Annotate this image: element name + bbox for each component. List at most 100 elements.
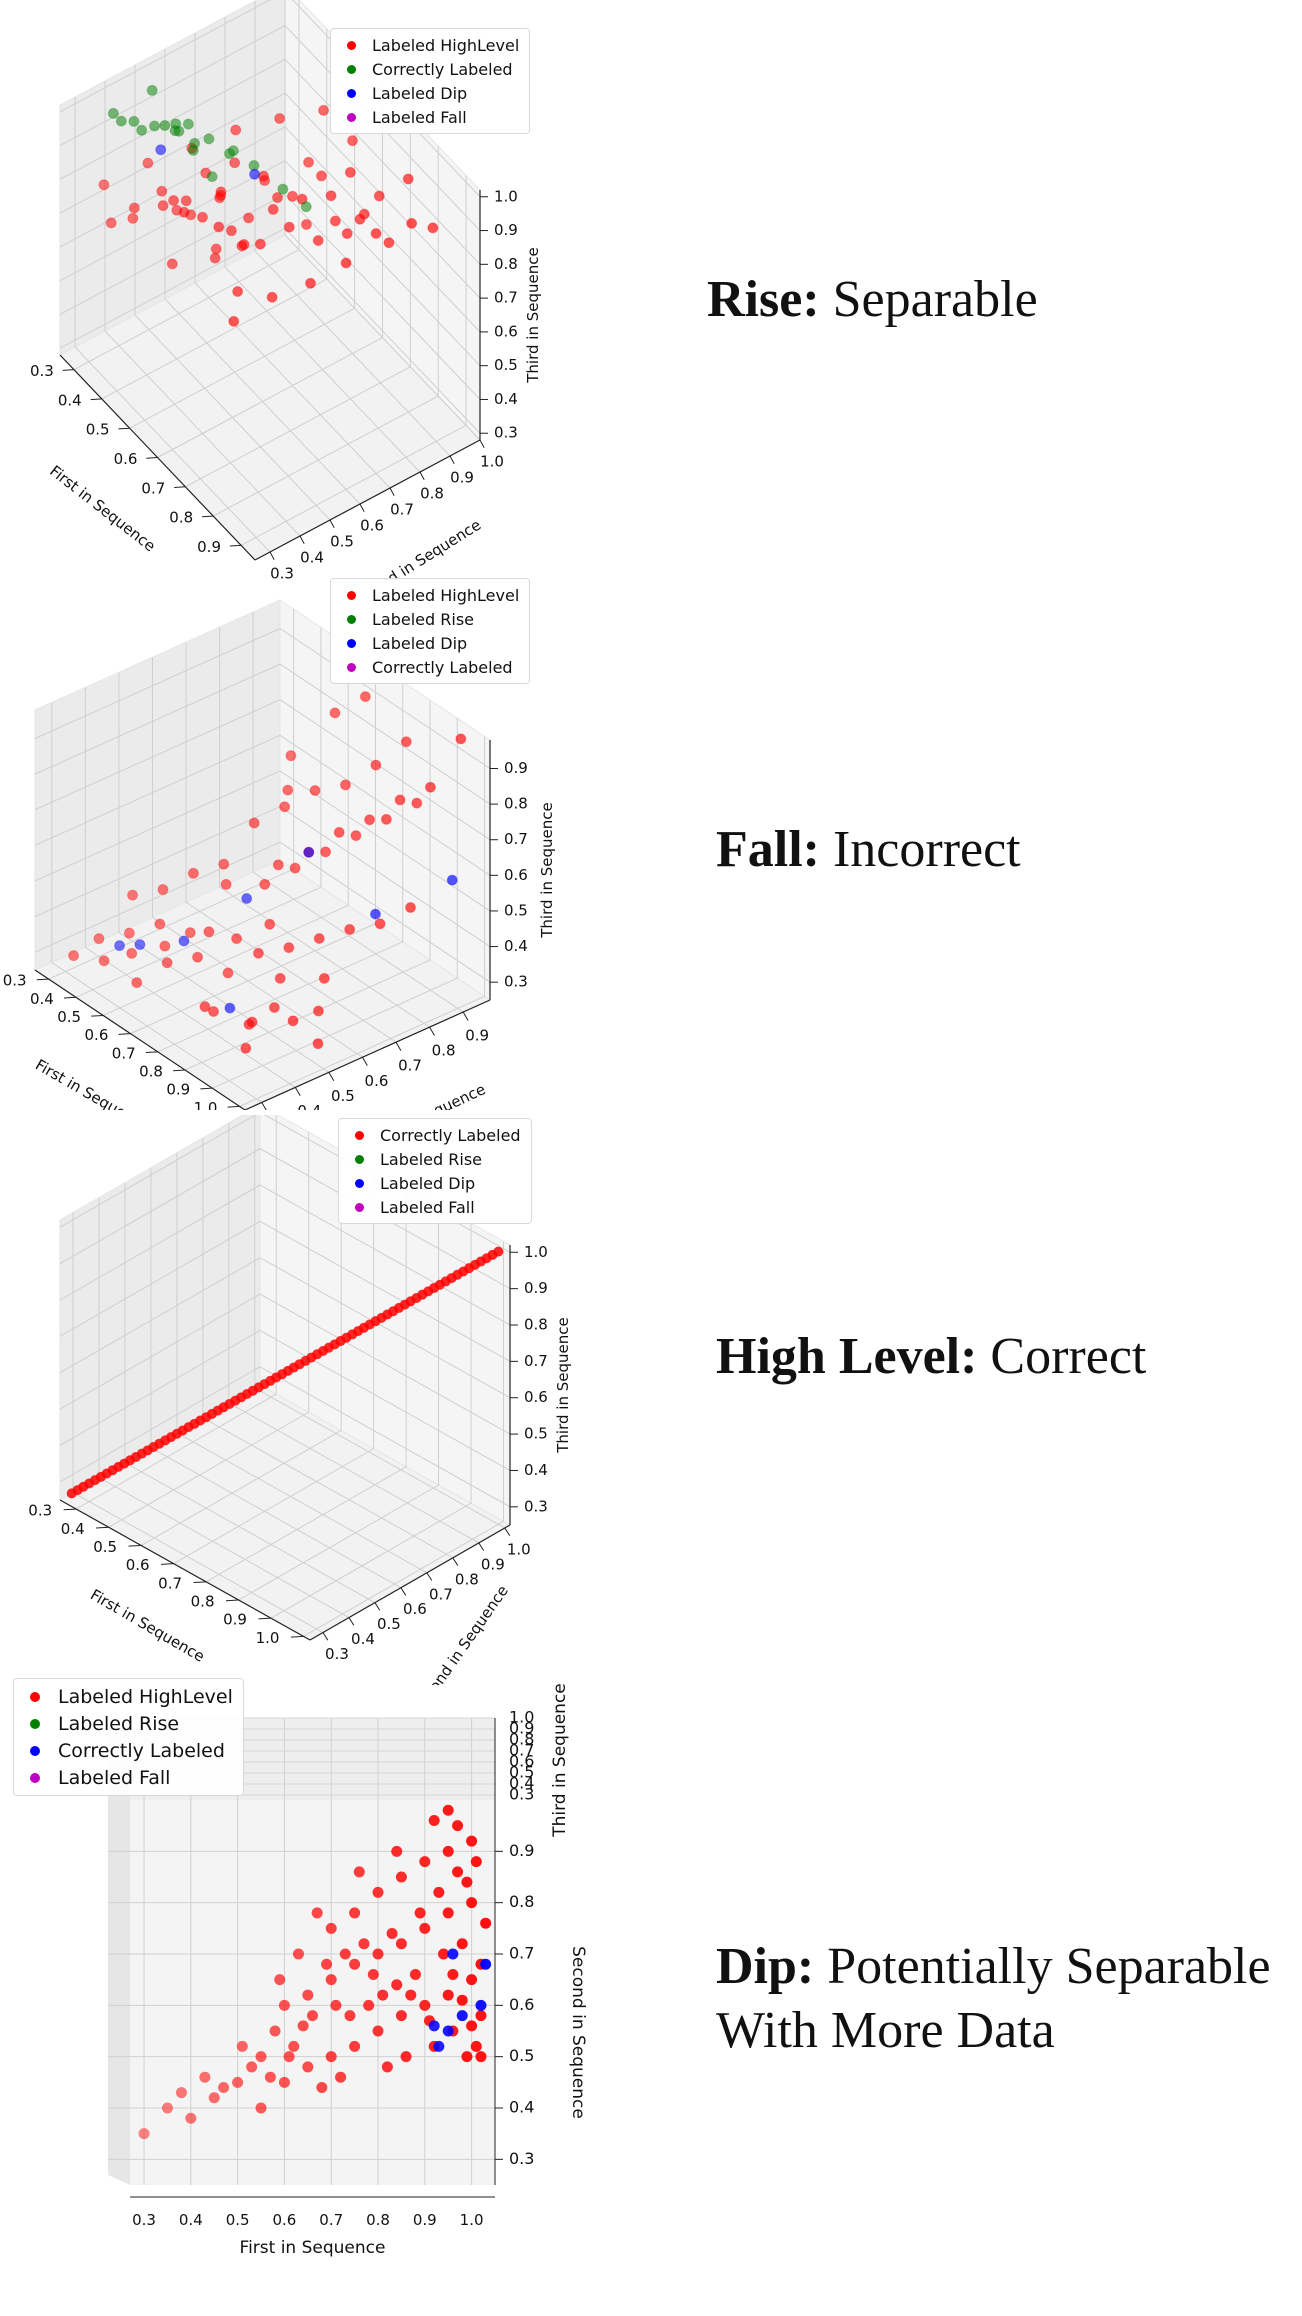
data-point xyxy=(461,1876,473,1888)
y-tick-label: 0.4 xyxy=(351,1630,375,1648)
legend-marker xyxy=(347,40,356,50)
x-tick xyxy=(146,457,158,459)
data-point xyxy=(339,1948,351,1960)
data-point xyxy=(288,2040,300,2052)
legend-item: Labeled Dip xyxy=(339,631,519,655)
y-tick xyxy=(478,1542,485,1551)
data-point xyxy=(395,1938,407,1950)
data-point xyxy=(374,918,386,930)
y-tick-label: 0.7 xyxy=(429,1585,453,1603)
grid-line xyxy=(51,702,263,1103)
legend-item: Correctly Labeled xyxy=(22,1737,233,1764)
data-point xyxy=(318,104,330,116)
data-point xyxy=(344,2010,356,2022)
grid-line xyxy=(219,627,430,1028)
legend-item: Labeled Fall xyxy=(22,1764,233,1791)
z-axis-title: Third in Sequence xyxy=(554,1317,572,1453)
x-tick-label: 0.6 xyxy=(126,1556,150,1574)
data-point xyxy=(278,2076,290,2088)
legend-item: Correctly Labeled xyxy=(339,57,519,81)
x-tick-label: 0.4 xyxy=(61,1520,85,1538)
data-point xyxy=(215,186,227,198)
data-point xyxy=(372,2025,384,2037)
data-point xyxy=(377,1989,389,2001)
data-point xyxy=(470,2040,482,2052)
x-axis-line xyxy=(34,969,246,1110)
grid-line xyxy=(34,734,491,876)
x-tick-label: 0.5 xyxy=(93,1538,117,1556)
legend-marker xyxy=(355,1154,364,1164)
data-point xyxy=(466,1974,478,1986)
data-point xyxy=(344,166,356,178)
legend-label: Labeled Dip xyxy=(372,633,468,653)
grid-line xyxy=(252,612,464,1013)
data-point xyxy=(175,2087,187,2099)
data-point xyxy=(480,1917,492,1929)
x-tick xyxy=(258,1617,272,1620)
back-pane xyxy=(59,0,286,356)
data-point xyxy=(166,258,178,270)
legend-item: Labeled HighLevel xyxy=(339,583,519,607)
y-tick-label: 0.6 xyxy=(365,1072,389,1090)
data-point xyxy=(373,190,385,202)
z-tick-label: 0.9 xyxy=(504,759,528,777)
legend-marker xyxy=(347,88,356,98)
data-point xyxy=(209,252,221,264)
caption-bold: Dip: xyxy=(716,1938,815,1995)
data-point xyxy=(349,1907,361,1919)
y-axis-line xyxy=(254,439,481,561)
x-tick-label: 0.8 xyxy=(191,1593,215,1611)
data-point xyxy=(203,926,215,938)
y-tick-label: 0.5 xyxy=(331,1087,355,1105)
data-point xyxy=(325,1974,337,1986)
x-tick-label: 0.5 xyxy=(226,2211,250,2229)
grid-line xyxy=(118,672,330,1073)
caption-bold: Rise: xyxy=(707,271,820,328)
legend-item: Labeled Rise xyxy=(347,1147,521,1171)
legend-item: Correctly Labeled xyxy=(339,655,519,679)
y-tick-label: 0.4 xyxy=(300,549,324,567)
data-point xyxy=(395,2010,407,2022)
z-tick-label: 0.3 xyxy=(494,424,518,442)
legend-item: Labeled Fall xyxy=(347,1195,521,1219)
x-tick-label: 0.9 xyxy=(413,2211,437,2229)
x-tick xyxy=(174,486,186,488)
data-point xyxy=(269,2025,281,2037)
data-point xyxy=(428,1815,440,1827)
x-tick-label: 0.5 xyxy=(57,1008,81,1026)
data-point xyxy=(419,1922,431,1934)
grid-line xyxy=(74,97,271,553)
y-tick-label: 0.4 xyxy=(509,2098,534,2117)
data-point xyxy=(446,874,458,886)
legend-marker xyxy=(347,638,356,648)
data-point xyxy=(341,228,353,240)
z-tick-label: 0.9 xyxy=(494,221,518,239)
z-tick-label: 0.7 xyxy=(504,830,528,848)
y-tick xyxy=(426,1572,433,1581)
y-tick xyxy=(429,1026,435,1036)
data-point xyxy=(278,1999,290,2011)
legend-dip: Labeled HighLevel Labeled Rise Correctly… xyxy=(13,1678,244,1796)
legend-item: Labeled HighLevel xyxy=(339,33,519,57)
z-tick-label: 0.4 xyxy=(504,937,528,955)
data-point xyxy=(466,2020,478,2032)
x-tick xyxy=(36,978,49,981)
z-tick-label: 1.0 xyxy=(509,1708,534,1727)
legend-item: Labeled Dip xyxy=(347,1171,521,1195)
data-point xyxy=(305,277,316,289)
y-tick xyxy=(419,471,425,480)
x-tick-label: 0.6 xyxy=(85,1026,109,1044)
data-point xyxy=(300,201,312,213)
data-point xyxy=(427,222,439,234)
data-point xyxy=(267,203,279,215)
data-point xyxy=(208,1005,220,1017)
data-point xyxy=(283,221,295,233)
data-point xyxy=(493,1246,504,1257)
data-point xyxy=(199,1001,211,1013)
data-point xyxy=(185,2112,197,2124)
y-axis-line xyxy=(244,999,491,1110)
data-point xyxy=(367,1969,379,1981)
data-point xyxy=(232,286,244,298)
data-point xyxy=(335,2071,347,2083)
data-point xyxy=(456,1938,468,1950)
